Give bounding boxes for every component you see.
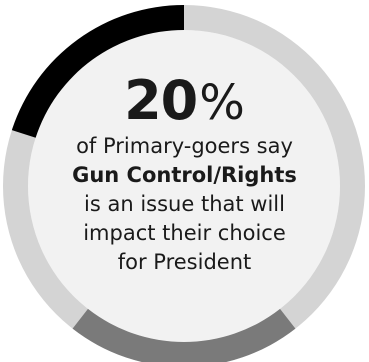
stat-unit: %	[199, 75, 245, 131]
description-line-1: of Primary-goers say	[76, 134, 293, 158]
percentage-slice	[11, 5, 184, 138]
description-line-4: impact their choice	[83, 221, 286, 245]
description-line-3: is an issue that will	[84, 192, 285, 216]
stat-number: 20	[124, 69, 198, 132]
stat-line: 20%	[0, 70, 369, 132]
stat-text-block: 20% of Primary-goers say Gun Control/Rig…	[0, 70, 369, 277]
description-line-5: for President	[117, 250, 252, 274]
inner-disc	[28, 30, 340, 342]
base-arc	[72, 308, 296, 362]
issue-label: Gun Control/Rights	[72, 163, 297, 187]
